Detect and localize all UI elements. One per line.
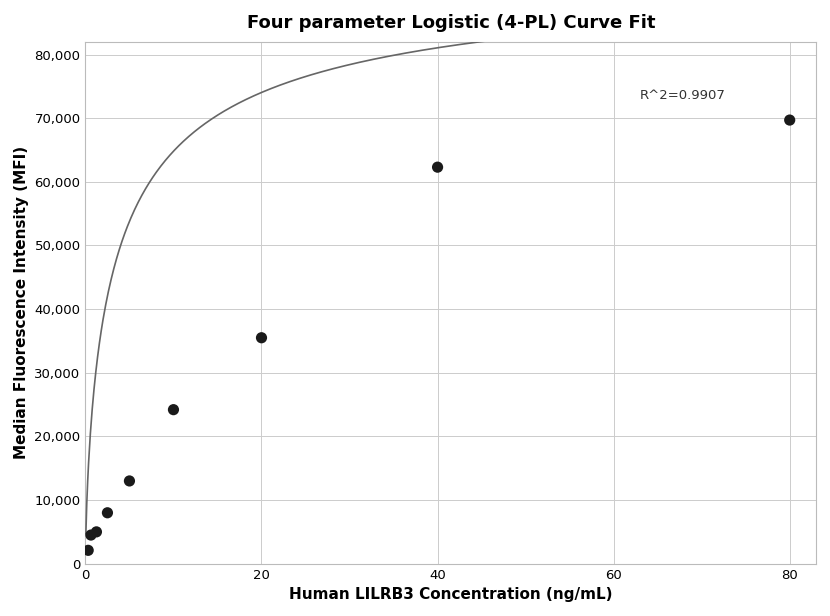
Title: Four parameter Logistic (4-PL) Curve Fit: Four parameter Logistic (4-PL) Curve Fit (247, 14, 655, 32)
Point (167, 405, 180, 415)
Point (255, 333, 268, 342)
Point (100, 508, 114, 517)
Text: R^2=0.9907: R^2=0.9907 (640, 89, 726, 102)
Point (85, 530, 98, 540)
Point (123, 476, 136, 486)
Point (81, 545, 95, 555)
Point (783, 115, 796, 125)
Point (431, 162, 444, 172)
X-axis label: Human LILRB3 Concentration (ng/mL): Human LILRB3 Concentration (ng/mL) (289, 587, 613, 602)
Point (90, 527, 103, 537)
Y-axis label: Median Fluorescence Intensity (MFI): Median Fluorescence Intensity (MFI) (14, 146, 29, 460)
